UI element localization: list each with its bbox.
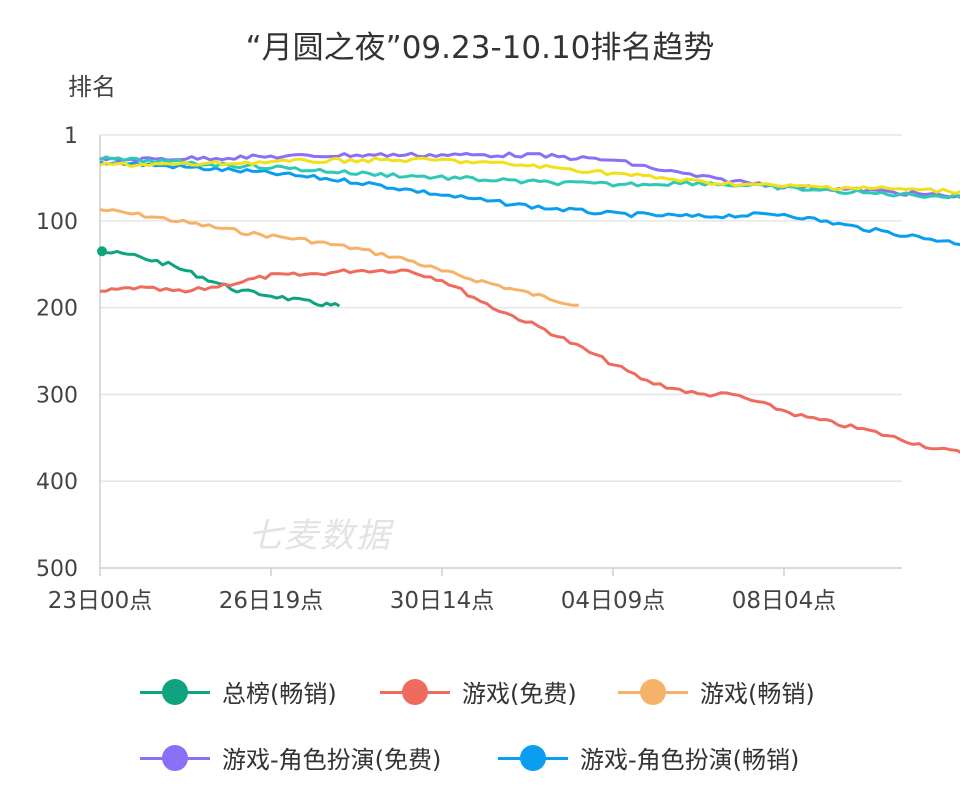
axes: 1 100 200 300 400 500 23日00点 26日19点 30日14点 04日09点…: [36, 124, 902, 614]
series-line-5: [99, 155, 960, 200]
legend-label: 游戏(免费): [462, 680, 577, 708]
legend-swatch-icon: [140, 743, 210, 773]
series-line-3: [99, 151, 960, 199]
legend-item-series-0[interactable]: 总榜(畅销): [140, 674, 337, 709]
x-tick-label: 26日19点: [219, 588, 324, 614]
x-tick-label: 04日09点: [561, 588, 666, 614]
x-tick-label: 08日04点: [732, 588, 837, 614]
series-lines: [97, 151, 960, 454]
legend-label: 游戏-角色扮演(免费): [222, 746, 442, 774]
y-tick-label: 100: [36, 210, 78, 235]
legend-label: 总榜(畅销): [222, 680, 337, 708]
legend-swatch-icon: [618, 677, 688, 707]
x-tick-label: 30日14点: [390, 588, 495, 614]
legend-item-series-1[interactable]: 游戏(免费): [380, 674, 577, 709]
legend-swatch-icon: [380, 677, 450, 707]
legend-item-series-3[interactable]: 游戏-角色扮演(免费): [140, 740, 441, 775]
grid: [100, 134, 902, 482]
y-tick-label: 1: [64, 124, 78, 149]
y-tick-label: 200: [36, 297, 78, 322]
series-line-6: [99, 156, 960, 195]
y-tick-label: 300: [36, 383, 78, 408]
x-tick-label: 23日00点: [48, 588, 153, 614]
legend-label: 游戏-角色扮演(畅销): [580, 746, 800, 774]
series-start-point: [97, 246, 107, 257]
chart-title: “月圆之夜”09.23-10.10排名趋势: [245, 30, 715, 66]
legend-swatch-icon: [498, 743, 568, 773]
y-axis-label: 排名: [68, 73, 116, 101]
series-line-0: [99, 249, 341, 308]
series-line-1: [99, 268, 960, 454]
y-tick-label: 400: [36, 470, 78, 495]
legend-item-series-2[interactable]: 游戏(畅销): [618, 674, 815, 709]
watermark: 七麦数据: [248, 516, 392, 556]
series-line-2: [99, 208, 579, 307]
y-tick-label: 500: [36, 557, 78, 582]
legend-item-series-4[interactable]: 游戏-角色扮演(畅销): [498, 740, 799, 775]
series-line-4: [99, 160, 960, 246]
legend-label: 游戏(畅销): [700, 680, 815, 708]
legend-swatch-icon: [140, 677, 210, 707]
